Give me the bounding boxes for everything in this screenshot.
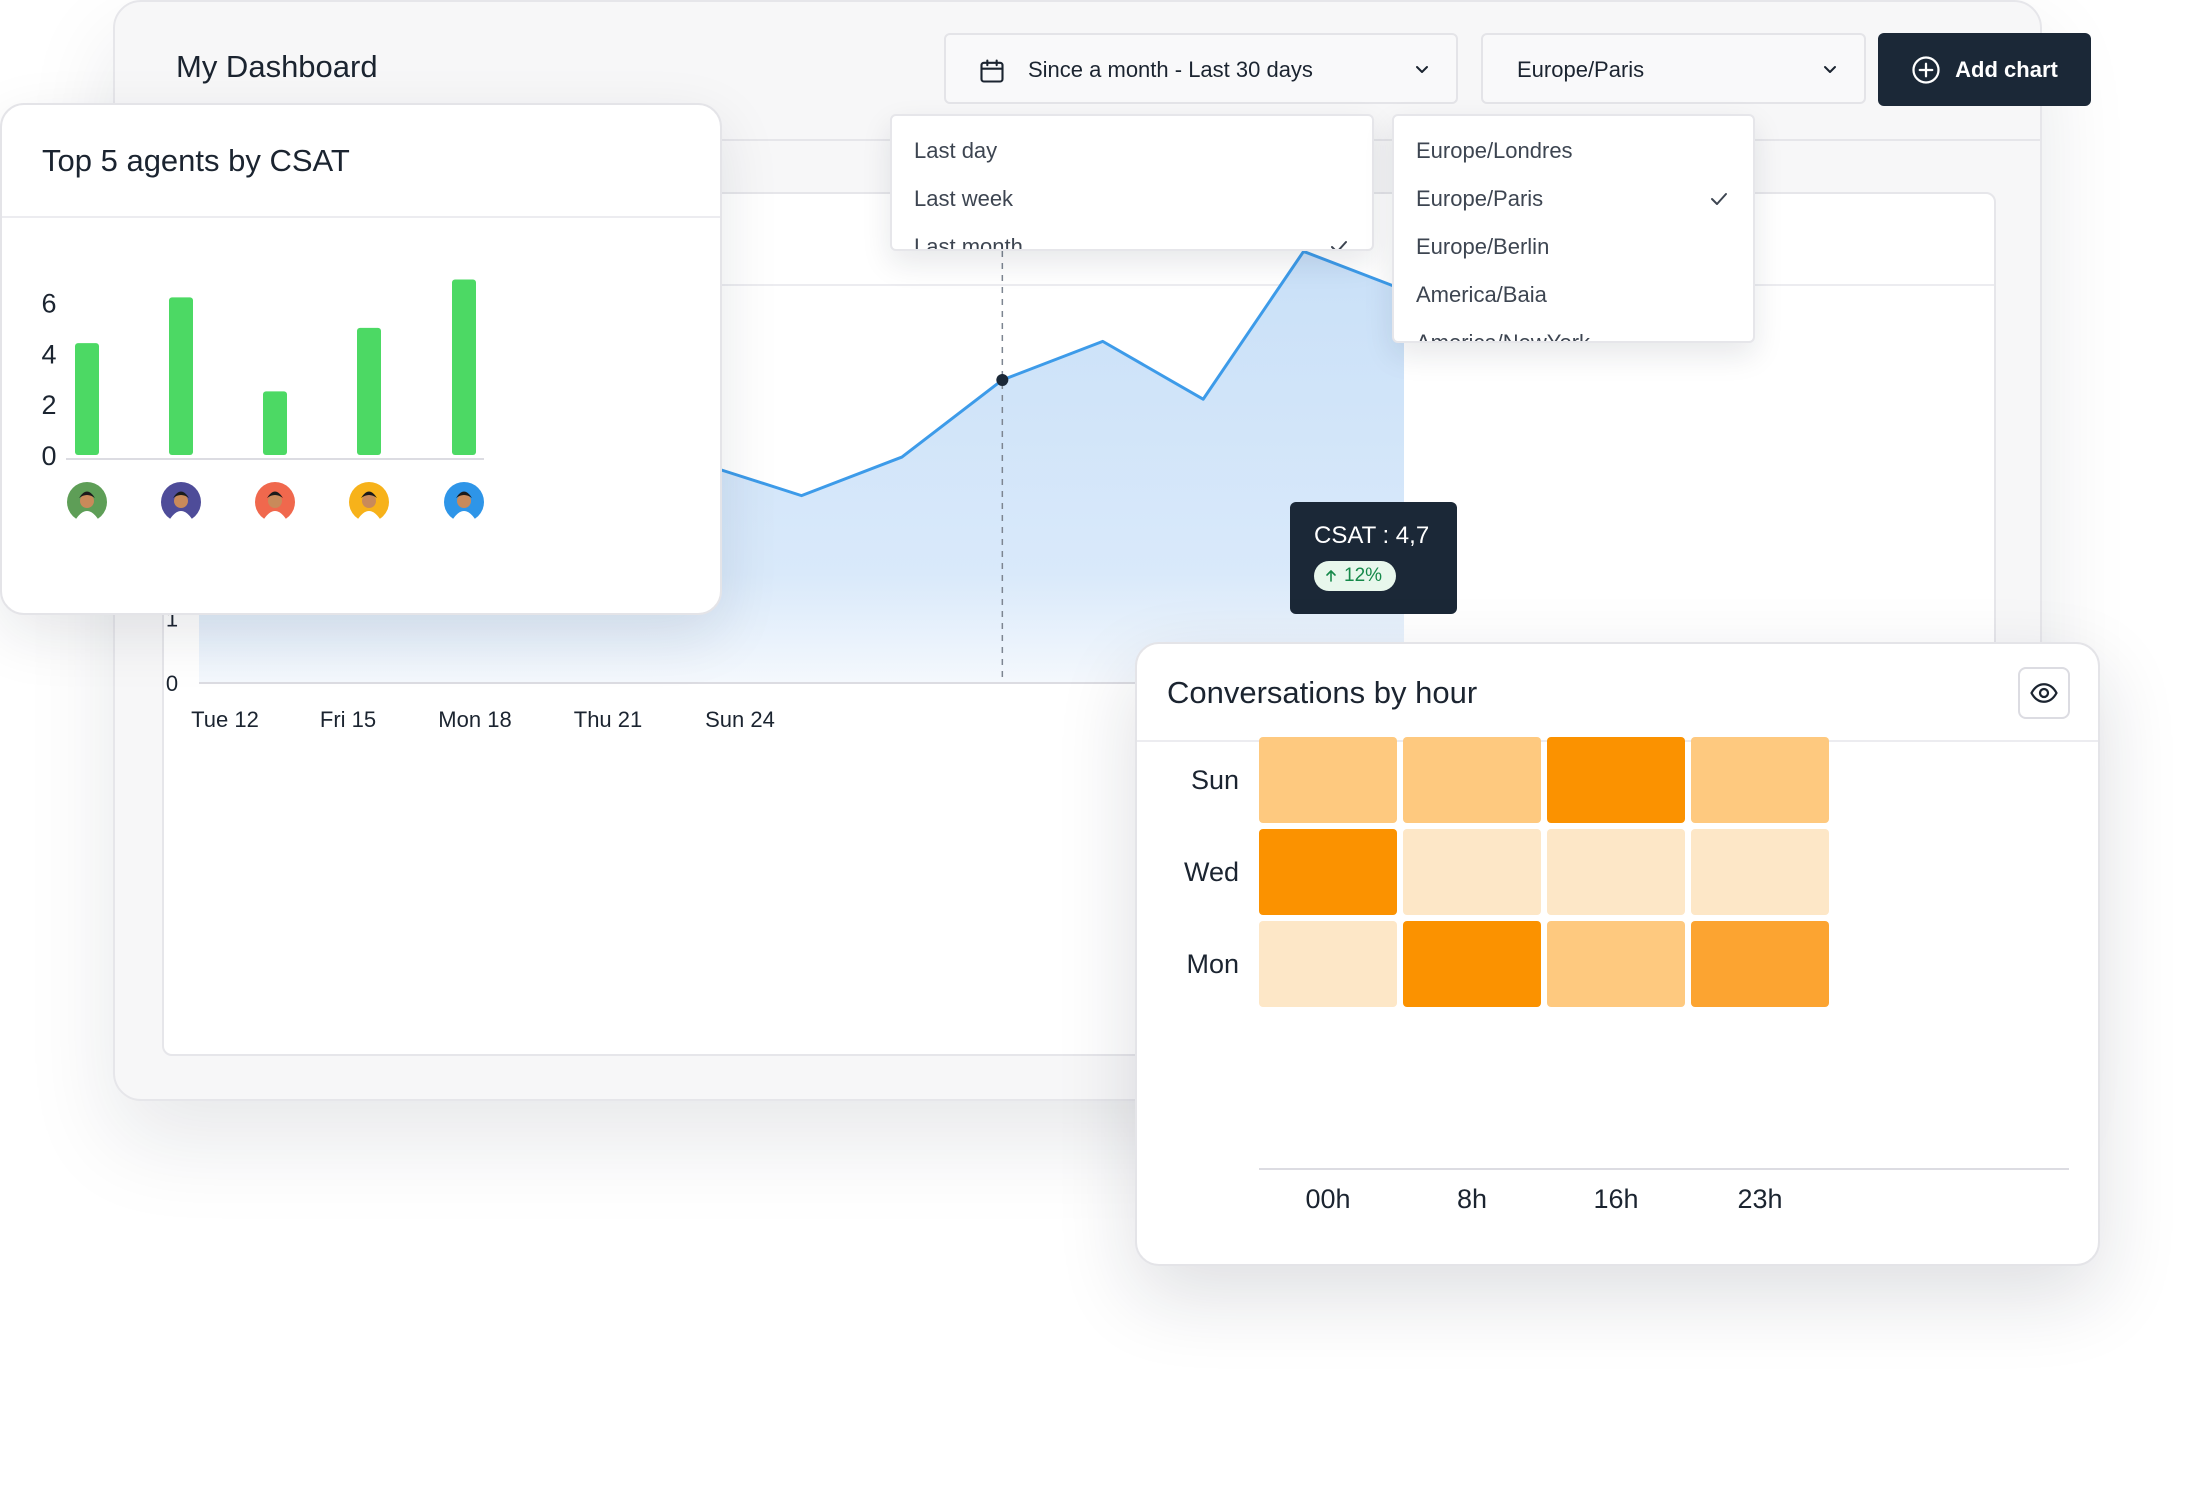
change-badge: 12% [1314,561,1397,591]
agent-avatar [349,482,389,522]
agent-avatar [67,482,107,522]
avatar-shirt [264,511,286,522]
heatmap-column-label: 16h [1593,1184,1639,1214]
heatmap-column-label: 8h [1456,1184,1488,1214]
csat-tooltip: CSAT : 4,7 12% [1290,502,1457,614]
arrow-up-icon [1326,570,1336,582]
y-tick-label: 2 [41,390,56,420]
heatmap-cell[interactable] [1547,829,1685,915]
heatmap-cell[interactable] [1547,737,1685,823]
heatmap-cell[interactable] [1691,829,1829,915]
avatar-face [268,494,282,508]
menu-item-last-week[interactable]: Last week [914,186,1014,211]
top-agents-bar-chart: 0 2 4 6 [41,279,484,522]
conversations-by-hour-card: Conversations by hour Sun Wed Mon 00h 8h 16h 2… [1135,642,2100,1266]
page-title: My Dashboard [176,49,378,84]
heatmap-cell[interactable] [1403,921,1541,1007]
chevron-down-icon [1824,66,1836,73]
agent-avatar [255,482,295,522]
x-tick-label: Thu 21 [574,707,643,732]
avatar-hair [173,491,189,498]
bar [357,327,381,455]
check-icon [1331,241,1347,249]
heatmap-cell[interactable] [1403,829,1541,915]
heatmap-axis-line [1259,1168,2069,1170]
check-icon [1711,193,1727,205]
heatmap-column-label: 00h [1305,1184,1351,1214]
menu-item-europe-londres[interactable]: Europe/Londres [1416,138,1573,163]
x-tick-label: Fri 15 [320,707,376,732]
x-tick-label: Tue 12 [191,707,259,732]
y-tick-label: 6 [41,288,56,318]
hover-point [996,373,1009,386]
avatar-shirt [170,511,192,522]
avatar-face [80,494,94,508]
card-divider [164,284,1994,286]
timezone-select[interactable]: Europe/Paris [1481,33,1866,104]
avatar-shirt [358,511,380,522]
x-tick-label: Sun 24 [705,707,775,732]
agent-avatar [444,482,484,522]
add-chart-label: Add chart [1955,56,2058,82]
bar [169,297,193,455]
heatmap-column-label: 23h [1737,1184,1783,1214]
card-title: Conversations by hour [1167,675,1478,710]
menu-item-last-month[interactable]: Last month [914,234,1023,251]
date-range-menu: Last day Last week Last month [890,114,1374,251]
heatmap-cell[interactable] [1259,737,1397,823]
avatar-shirt [76,511,98,522]
menu-item-america-newyork[interactable]: America/NewYork [1416,330,1591,343]
heatmap-cell[interactable] [1403,737,1541,823]
timezone-label: Europe/Paris [1517,57,1645,82]
bar [263,391,287,455]
avatar-hair [361,491,377,498]
tooltip-value: CSAT : 4,7 [1314,522,1430,549]
heatmap-cell[interactable] [1691,921,1829,1007]
plus-circle-icon [1912,55,1940,84]
y-tick-label: 0 [41,441,56,471]
avatar-face [174,494,188,508]
menu-item-last-day[interactable]: Last day [914,138,998,163]
calendar-icon [980,59,1004,83]
change-value: 12% [1344,565,1383,586]
avatar-face [457,494,471,508]
menu-item-america-baia[interactable]: America/Baia [1416,282,1547,307]
y-tick-label: 4 [41,339,56,369]
heatmap-row-label: Wed [1183,857,1239,887]
menu-item-europe-berlin[interactable]: Europe/Berlin [1416,234,1550,259]
y-tick-label: 0 [166,671,178,696]
date-range-label: Since a month - Last 30 days [1028,57,1313,82]
agent-avatar [161,482,201,522]
top-agents-card: Top 5 agents by CSAT 0 2 4 6 [0,103,722,615]
heatmap-cell[interactable] [1691,737,1829,823]
chevron-down-icon [1416,66,1428,73]
eye-icon [2030,683,2058,703]
card-title: Top 5 agents by CSAT [42,143,350,178]
avatar-hair [267,491,283,498]
x-tick-label: Mon 18 [438,707,511,732]
heatmap-grid: Sun Wed Mon 00h 8h 16h 23h [1137,644,2098,1264]
date-range-select[interactable]: Since a month - Last 30 days [944,33,1458,104]
bar [452,279,476,455]
heatmap-row-label: Mon [1186,949,1239,979]
avatar-face [362,494,376,508]
menu-item-europe-paris[interactable]: Europe/Paris [1416,186,1544,211]
add-chart-button[interactable]: Add chart [1878,33,2091,106]
avatar-shirt [453,511,475,522]
heatmap-row-label: Sun [1190,765,1239,795]
bar [75,343,99,455]
avatar-hair [79,491,95,498]
timezone-menu: Europe/Londres Europe/Paris Europe/Berli… [1392,114,1755,343]
avatar-hair [456,491,472,498]
heatmap-cell[interactable] [1259,829,1397,915]
heatmap-cell[interactable] [1547,921,1685,1007]
view-button[interactable] [2018,667,2070,719]
card-divider [2,216,720,218]
heatmap-cell[interactable] [1259,921,1397,1007]
